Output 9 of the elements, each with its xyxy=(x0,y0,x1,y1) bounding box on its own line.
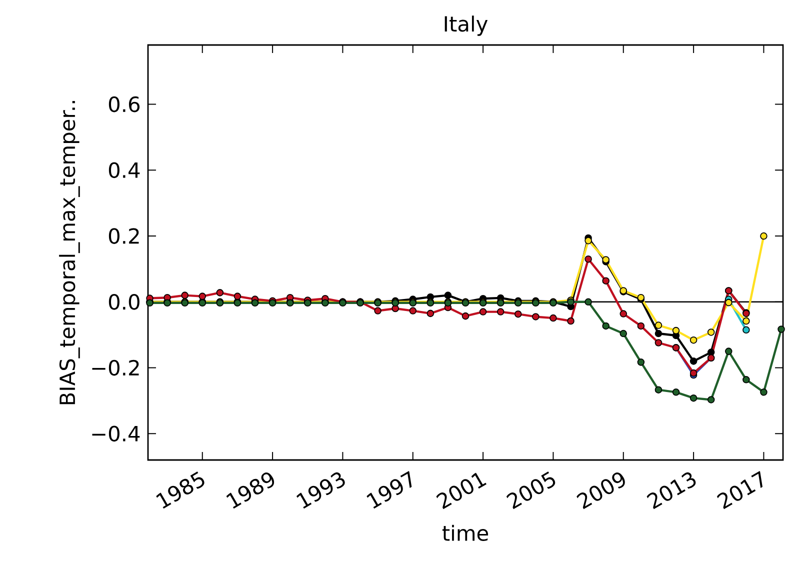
y-axis-title: BIAS_temporal_max_temper.. xyxy=(59,101,80,404)
y-tick-label: 0.4 xyxy=(108,162,140,178)
x-axis-title: time xyxy=(442,524,488,542)
y-tick-label: −0.4 xyxy=(92,426,140,442)
y-tick-label: 0.2 xyxy=(108,228,139,244)
chart-title: Italy xyxy=(444,16,488,36)
y-tick-label: −0.2 xyxy=(92,360,139,376)
y-tick-label: 0.0 xyxy=(108,294,140,310)
y-tick-label: 0.6 xyxy=(108,96,140,112)
